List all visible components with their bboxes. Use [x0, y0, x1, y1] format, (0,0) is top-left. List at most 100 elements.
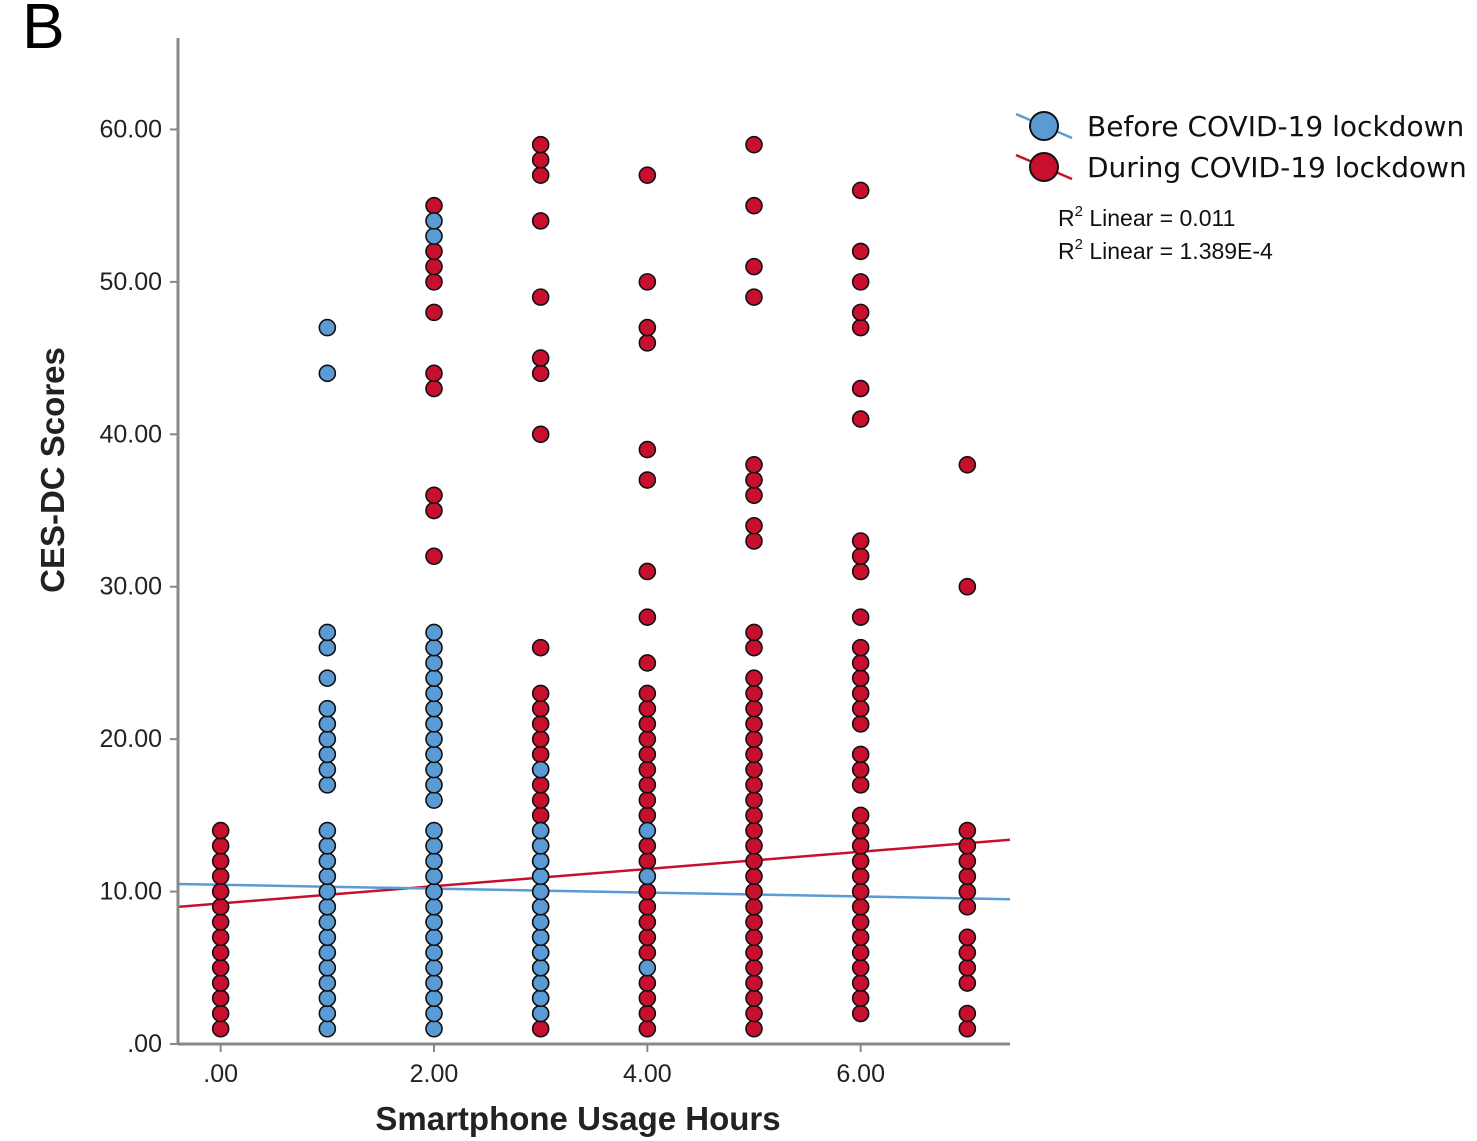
y-tick-label: 10.00 [99, 878, 162, 906]
data-point [211, 852, 230, 870]
data-point [745, 623, 763, 642]
data-point [851, 760, 870, 779]
data-point [318, 745, 337, 764]
data-point [425, 958, 443, 977]
x-tick-label: .00 [203, 1060, 238, 1088]
data-point [425, 379, 443, 398]
data-point [745, 745, 763, 764]
data-point [745, 486, 763, 505]
data-point [851, 684, 870, 703]
data-point [425, 776, 443, 794]
data-point [425, 196, 443, 215]
data-point [851, 532, 870, 550]
data-point [745, 928, 763, 947]
data-point [851, 242, 870, 261]
data-point [425, 898, 443, 916]
data-point [531, 943, 550, 962]
data-point [211, 1004, 230, 1023]
data-point [211, 974, 230, 992]
data-point [211, 958, 230, 977]
data-point [531, 745, 550, 764]
data-point [851, 715, 870, 733]
data-point [745, 730, 763, 748]
data-point [851, 867, 870, 886]
data-point [745, 913, 763, 931]
data-point [638, 608, 657, 627]
data-point [638, 867, 657, 886]
data-point [638, 776, 657, 794]
x-tick-label: 4.00 [623, 1060, 672, 1088]
data-point [531, 684, 550, 703]
data-point [638, 821, 657, 840]
legend-marker-icon [1029, 111, 1059, 141]
data-point [745, 516, 763, 535]
data-point [531, 349, 550, 367]
data-point [745, 699, 763, 718]
data-point [425, 303, 443, 322]
data-point [958, 821, 977, 840]
data-point [531, 882, 550, 901]
data-point [638, 1019, 657, 1038]
data-point [958, 837, 977, 855]
data-point [531, 425, 550, 444]
data-point [638, 943, 657, 962]
data-point [745, 715, 763, 733]
data-point [958, 974, 977, 992]
data-point [211, 837, 230, 855]
data-point [318, 364, 337, 383]
data-point [531, 288, 550, 306]
data-point [851, 852, 870, 870]
data-point [425, 882, 443, 901]
data-point [745, 852, 763, 870]
data-point [425, 913, 443, 931]
legend-marker-icon [1029, 152, 1059, 182]
data-point [638, 989, 657, 1008]
data-point [211, 989, 230, 1008]
data-point [318, 669, 337, 687]
data-point [851, 776, 870, 794]
data-point [531, 1004, 550, 1023]
data-point [745, 1004, 763, 1023]
data-point [851, 562, 870, 581]
data-point [425, 867, 443, 886]
data-point [318, 867, 337, 886]
data-point [851, 181, 870, 200]
data-point [851, 913, 870, 931]
data-point [425, 669, 443, 687]
data-point [851, 379, 870, 398]
y-tick-label: 40.00 [99, 420, 162, 448]
r2-prefix: R [1058, 205, 1075, 231]
data-point [425, 547, 443, 566]
data-point [745, 638, 763, 657]
panel-label: B [22, 0, 65, 62]
data-point [638, 1004, 657, 1023]
legend-label: During COVID-19 lockdown [1087, 151, 1467, 184]
data-point [318, 898, 337, 916]
data-point [425, 486, 443, 505]
data-point [958, 1019, 977, 1038]
data-point [851, 928, 870, 947]
r2-superscript: 2 [1075, 203, 1083, 220]
data-point [318, 1004, 337, 1023]
data-point [318, 760, 337, 779]
data-point [638, 654, 657, 672]
data-point [851, 318, 870, 337]
data-point [425, 989, 443, 1008]
data-point [211, 882, 230, 901]
data-point [425, 273, 443, 291]
data-point [531, 928, 550, 947]
data-point [958, 958, 977, 977]
data-point [318, 958, 337, 977]
data-point [851, 669, 870, 687]
data-point [531, 715, 550, 733]
data-point [425, 654, 443, 672]
data-point [318, 638, 337, 657]
data-point [958, 455, 977, 474]
data-point [851, 989, 870, 1008]
data-point [425, 715, 443, 733]
data-point [425, 1019, 443, 1038]
data-point [958, 1004, 977, 1023]
data-point [638, 318, 657, 337]
data-point [531, 958, 550, 977]
data-point [638, 882, 657, 901]
